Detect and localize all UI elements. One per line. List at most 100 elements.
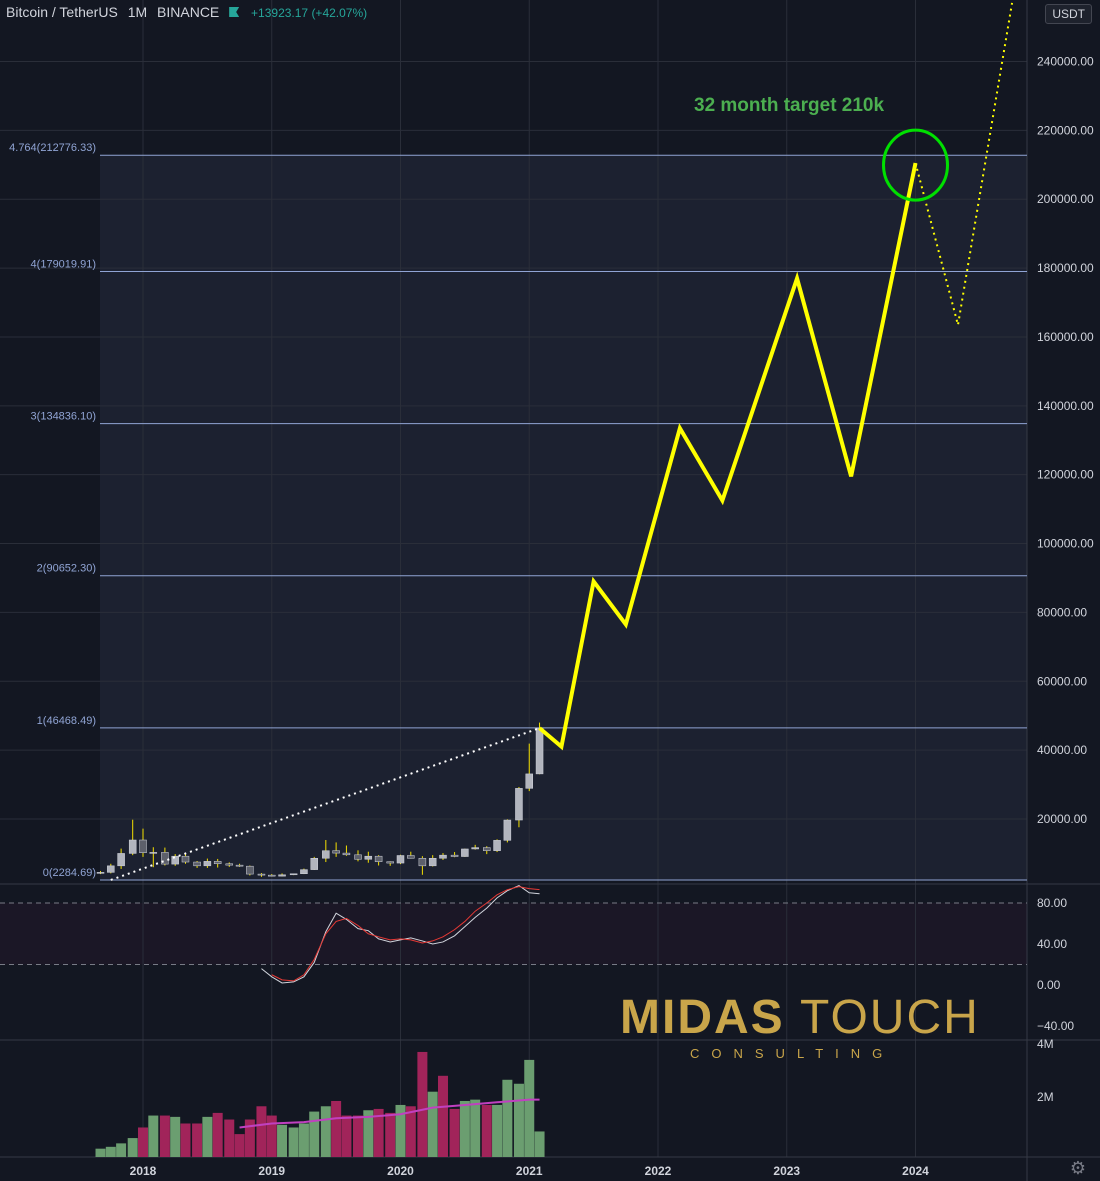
candle-body (471, 847, 479, 850)
price-axis-label: 40000.00 (1037, 743, 1087, 757)
candle-body (149, 852, 158, 854)
fib-level-label: 1(46468.49) (37, 715, 96, 727)
volume-bar (427, 1091, 438, 1157)
logo-word-1: MIDAS (620, 991, 800, 1044)
volume-bar (405, 1106, 416, 1157)
candle-body (483, 847, 491, 851)
volume-ma-line (239, 1098, 540, 1129)
price-axis-label: 220000.00 (1037, 123, 1094, 137)
symbol-name[interactable]: Bitcoin / TetherUS (6, 4, 118, 20)
volume-bar (470, 1099, 481, 1157)
price-axis-label: 200000.00 (1037, 192, 1094, 206)
volume-bar (105, 1146, 116, 1157)
volume-bar (298, 1123, 309, 1157)
projection-path (538, 162, 918, 751)
price-axis-label: 80000.00 (1037, 605, 1087, 619)
volume-axis-label: 2M (1037, 1090, 1054, 1104)
price-axis-label: 160000.00 (1037, 330, 1094, 344)
volume-bar (116, 1143, 127, 1157)
candle-body (203, 861, 212, 867)
stoch-d-line (271, 886, 540, 982)
fib-level-label: 3(134836.10) (31, 411, 96, 423)
candle-body (374, 855, 383, 862)
time-axis-label: 2018 (130, 1164, 157, 1178)
volume-bar (395, 1104, 406, 1157)
candle-body (225, 863, 234, 866)
volume-bar (148, 1115, 159, 1157)
price-axis-label: 120000.00 (1037, 468, 1094, 482)
volume-bar (224, 1119, 235, 1157)
fib-level-label: 2(90652.30) (37, 563, 96, 575)
candle-body (386, 861, 394, 864)
candle-body (396, 855, 405, 864)
fib-zone (100, 155, 1027, 880)
candle-body (289, 873, 298, 876)
candle-body (364, 855, 373, 860)
candle-body (161, 852, 169, 865)
logo-word-2: TOUCH (800, 991, 980, 1044)
fib-level-label: 4.764(212776.33) (9, 142, 96, 154)
volume-bar (524, 1059, 535, 1157)
candle-body (235, 864, 244, 867)
candle-body (493, 840, 501, 851)
rsi-band-zone (0, 903, 1027, 965)
logo-subtitle: CONSULTING (690, 1046, 895, 1061)
candle-body (310, 858, 318, 870)
volume-bar (363, 1110, 374, 1157)
candle-body (332, 850, 340, 854)
volume-bar (159, 1115, 170, 1157)
price-axis-label: 140000.00 (1037, 399, 1094, 413)
candle-body (300, 869, 308, 874)
time-axis-label: 2023 (773, 1164, 800, 1178)
candle-body (515, 788, 523, 821)
candle-body (117, 853, 125, 867)
price-axis-label: 180000.00 (1037, 261, 1094, 275)
candle-body (428, 858, 437, 867)
volume-bar (331, 1100, 342, 1157)
candle-body (322, 850, 330, 859)
trend-dotted-line (110, 727, 540, 881)
candle-body (268, 874, 276, 877)
volume-bar (320, 1106, 331, 1157)
volume-bar (244, 1119, 255, 1157)
fib-level-label: 0(2284.69) (43, 867, 96, 879)
volume-bar (449, 1108, 460, 1157)
target-annotation: 32 month target 210k (694, 95, 885, 116)
volume-bar (266, 1115, 277, 1157)
candle-body (171, 855, 179, 865)
currency-button[interactable]: USDT (1045, 4, 1092, 24)
midas-touch-logo: MIDAS TOUCH CONSULTING (620, 991, 980, 1062)
price-axis-label: 60000.00 (1037, 674, 1087, 688)
candle-body (246, 865, 254, 875)
price-axis-label: 100000.00 (1037, 537, 1094, 551)
price-axis-label: 240000.00 (1037, 55, 1094, 69)
volume-bar (353, 1115, 364, 1157)
volume-bar (234, 1134, 245, 1157)
candle-body (354, 854, 362, 860)
flag-icon (229, 7, 240, 17)
time-axis-label: 2019 (258, 1164, 285, 1178)
volume-bar (534, 1131, 545, 1157)
candle-body (535, 727, 544, 775)
rsi-axis-label: 0.00 (1037, 978, 1061, 992)
candle-body (342, 852, 351, 856)
volume-bar (437, 1075, 448, 1157)
candle-body (439, 854, 447, 859)
volume-bar (138, 1127, 148, 1157)
volume-bar (212, 1112, 223, 1157)
exchange: BINANCE (157, 4, 220, 20)
volume-bar (385, 1112, 396, 1157)
volume-bar (417, 1051, 428, 1157)
volume-bar (256, 1106, 267, 1157)
candle-body (257, 873, 266, 876)
candle-body (407, 855, 415, 859)
volume-axis-label: 4M (1037, 1037, 1054, 1051)
candle-body (418, 858, 427, 867)
settings-gear-icon[interactable]: ⚙ (1069, 1158, 1086, 1178)
volume-bar (492, 1104, 503, 1157)
candle-body (139, 839, 147, 853)
interval[interactable]: 1M (127, 4, 148, 20)
volume-bar (341, 1115, 352, 1157)
candle-body (278, 874, 286, 877)
